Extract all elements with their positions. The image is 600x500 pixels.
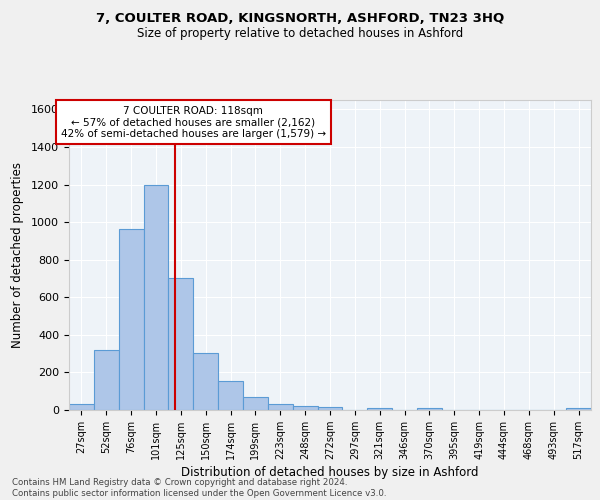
Bar — [69, 404, 94, 410]
Bar — [566, 408, 591, 410]
X-axis label: Distribution of detached houses by size in Ashford: Distribution of detached houses by size … — [181, 466, 479, 479]
Bar — [293, 406, 317, 410]
Bar — [367, 408, 392, 410]
Bar — [417, 408, 442, 410]
Text: 7 COULTER ROAD: 118sqm
← 57% of detached houses are smaller (2,162)
42% of semi-: 7 COULTER ROAD: 118sqm ← 57% of detached… — [61, 106, 326, 139]
Bar — [169, 278, 193, 410]
Bar — [119, 228, 143, 410]
Text: Size of property relative to detached houses in Ashford: Size of property relative to detached ho… — [137, 28, 463, 40]
Bar — [94, 350, 119, 410]
Bar — [193, 352, 218, 410]
Bar — [268, 404, 293, 410]
Text: 7, COULTER ROAD, KINGSNORTH, ASHFORD, TN23 3HQ: 7, COULTER ROAD, KINGSNORTH, ASHFORD, TN… — [96, 12, 504, 26]
Bar — [218, 381, 243, 410]
Bar — [143, 186, 169, 410]
Y-axis label: Number of detached properties: Number of detached properties — [11, 162, 24, 348]
Bar — [243, 397, 268, 410]
Text: Contains HM Land Registry data © Crown copyright and database right 2024.
Contai: Contains HM Land Registry data © Crown c… — [12, 478, 386, 498]
Bar — [317, 407, 343, 410]
